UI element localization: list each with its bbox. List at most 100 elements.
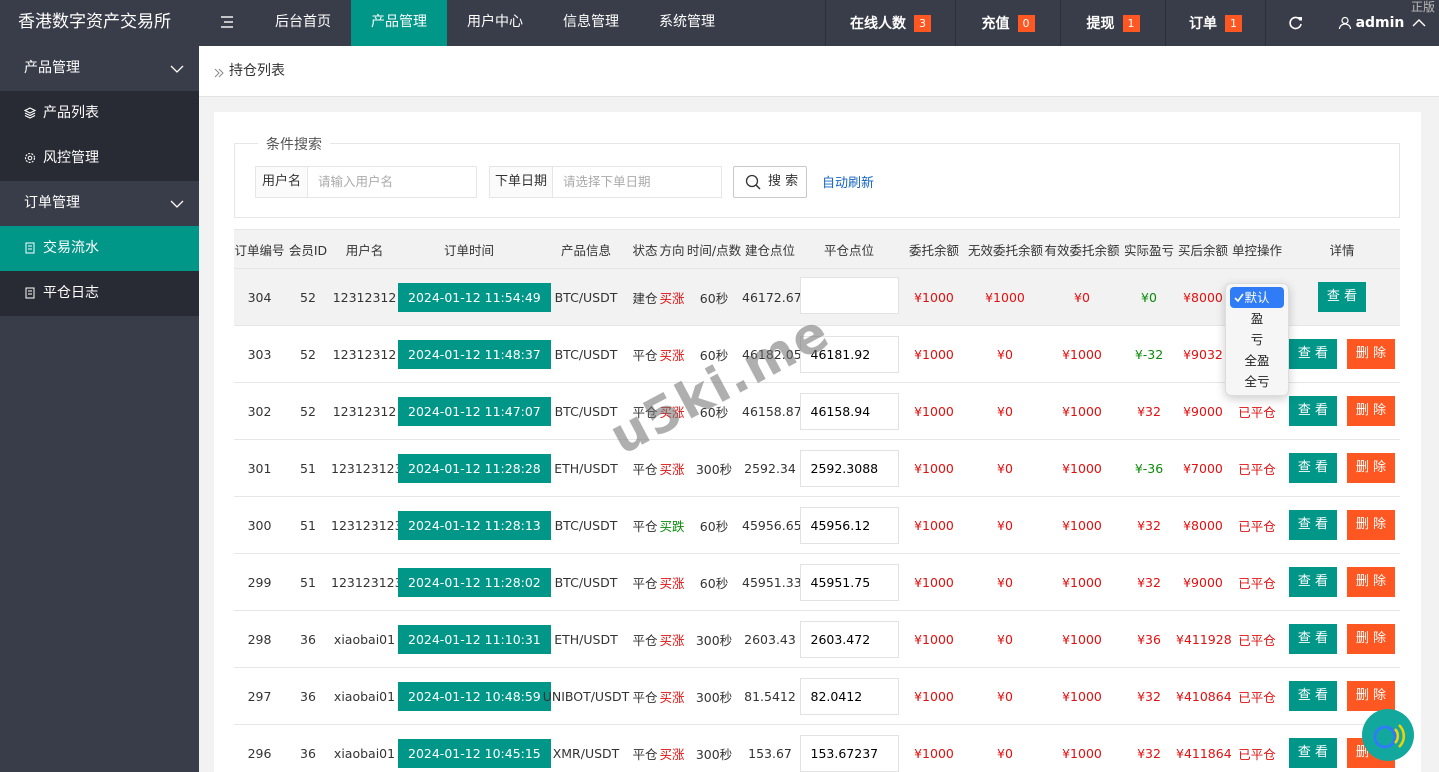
cell-invalid: ¥0	[968, 553, 1042, 611]
sidebar-icon	[25, 242, 35, 254]
view-button[interactable]: 查 看	[1289, 510, 1337, 540]
close-price-input[interactable]: 45956.12	[799, 506, 899, 544]
sidebar-group[interactable]: 订单管理	[0, 181, 199, 226]
close-price-input[interactable]: 2592.3088	[799, 449, 899, 487]
close-price-input[interactable]: 45951.75	[799, 563, 899, 601]
cell-text: ¥32	[1137, 745, 1161, 761]
user-menu[interactable]: admin	[1325, 0, 1439, 46]
cell-text: UNIBOT/USDT	[542, 688, 630, 704]
delete-button[interactable]: 删 除	[1347, 396, 1395, 426]
control-dropdown[interactable]: 默认盈亏全盈 全亏	[1225, 283, 1289, 396]
sidebar-item[interactable]: 产品列表	[0, 91, 199, 136]
cell-text: ¥410864	[1176, 688, 1232, 704]
sidebar-item[interactable]: 风控管理	[0, 136, 199, 181]
delete-button[interactable]: 删 除	[1347, 624, 1395, 654]
cell-control: 已平仓	[1230, 724, 1284, 772]
cell-member-id: 52	[285, 268, 331, 326]
dropdown-option[interactable]: 全亏	[1230, 371, 1284, 392]
cell-actions: 查 看删 除	[1284, 553, 1400, 611]
cell-member-id: 52	[285, 382, 331, 440]
cell-text: 平仓	[632, 518, 658, 534]
order-time: 2024-01-12 10:45:15	[398, 738, 551, 768]
delete-button[interactable]: 删 除	[1347, 339, 1395, 369]
refresh-button[interactable]	[1265, 0, 1325, 46]
cell-close: 46158.94	[798, 382, 900, 440]
view-button[interactable]: 查 看	[1289, 567, 1337, 597]
floating-button[interactable]	[1361, 708, 1416, 763]
field-label: 用户名	[255, 166, 308, 198]
cell-text: 303	[247, 346, 272, 362]
nav-item[interactable]: 信息管理	[563, 14, 619, 30]
dropdown-option[interactable]: 默认	[1230, 287, 1284, 308]
view-button[interactable]: 查 看	[1289, 453, 1337, 483]
cell-text: ¥1000	[1062, 517, 1102, 533]
close-price-input[interactable]: 46158.94	[799, 392, 899, 430]
delete-button[interactable]: 删 除	[1347, 567, 1395, 597]
view-button[interactable]: 查 看	[1318, 282, 1366, 312]
close-price-input[interactable]: 82.0412	[799, 677, 899, 715]
dropdown-option[interactable]: 全盈	[1230, 350, 1284, 371]
view-button[interactable]: 查 看	[1289, 624, 1337, 654]
cell-text: 60秒	[699, 518, 729, 534]
breadcrumb: 持仓列表	[199, 46, 1439, 97]
cell-time: 2024-01-12 11:10:31	[398, 610, 551, 668]
view-button[interactable]: 查 看	[1289, 681, 1337, 711]
menu-toggle[interactable]	[199, 0, 255, 46]
cell-text: ¥0	[997, 460, 1013, 476]
close-price-input[interactable]: 2603.472	[799, 620, 899, 658]
delete-button[interactable]: 删 除	[1347, 510, 1395, 540]
nav-item[interactable]: 产品管理	[351, 0, 447, 46]
cell-text: ¥1000	[985, 289, 1025, 305]
cell-text: 平仓	[632, 689, 658, 705]
cell-amount: ¥1000	[900, 325, 968, 383]
cell-valid: ¥0	[1042, 268, 1122, 326]
stat-item[interactable]: 订单 1	[1165, 0, 1265, 46]
search-button[interactable]: 搜 索	[733, 166, 807, 198]
stat-item[interactable]: 提现 1	[1060, 0, 1165, 46]
cell-member-id: 52	[285, 325, 331, 383]
cell-amount: ¥1000	[900, 610, 968, 668]
cell-control: 已平仓	[1230, 610, 1284, 668]
cell-text: 46172.67	[742, 289, 802, 305]
search-button-text: 搜 索	[768, 174, 799, 189]
view-button[interactable]: 查 看	[1289, 738, 1337, 768]
delete-button[interactable]: 删 除	[1347, 453, 1395, 483]
logo[interactable]: 香港数字资产交易所	[18, 12, 171, 32]
cell-amount: ¥1000	[900, 724, 968, 772]
cell-duration: 60秒	[686, 553, 742, 611]
stat-badge: 1	[1122, 14, 1140, 32]
cell-status: 平仓	[632, 496, 658, 554]
view-button[interactable]: 查 看	[1289, 396, 1337, 426]
cell-text: 12312312	[332, 403, 397, 419]
cell-id: 297	[234, 667, 285, 725]
field-input[interactable]: 请输入用户名	[308, 166, 477, 198]
sidebar-item[interactable]: 平仓日志	[0, 271, 199, 316]
close-price-input[interactable]: 46181.92	[799, 335, 899, 373]
cell-pnl: ¥-36	[1122, 439, 1176, 497]
delete-button[interactable]: 删 除	[1347, 681, 1395, 711]
cell-control: 已平仓	[1230, 553, 1284, 611]
view-button[interactable]: 查 看	[1289, 339, 1337, 369]
cell-text: 2592.34	[744, 460, 796, 476]
stat-item[interactable]: 在线人数 3	[825, 0, 955, 46]
nav-item[interactable]: 用户中心	[467, 14, 523, 30]
close-price-input[interactable]: 153.67237	[799, 734, 899, 772]
cell-text: ¥0	[1074, 289, 1090, 305]
cell-id: 304	[234, 268, 285, 326]
cell-text: 买涨	[659, 632, 685, 648]
sidebar-item-text: 平仓日志	[43, 285, 99, 301]
dropdown-option[interactable]: 亏	[1230, 329, 1284, 350]
cell-actions: 查 看删 除	[1284, 496, 1400, 554]
dropdown-option[interactable]: 盈	[1230, 308, 1284, 329]
nav-item[interactable]: 系统管理	[659, 14, 715, 30]
sidebar-item[interactable]: 交易流水	[0, 226, 199, 271]
field-input[interactable]: 请选择下单日期	[553, 166, 722, 198]
sidebar-group[interactable]: 产品管理	[0, 46, 199, 91]
auto-refresh-link[interactable]: 自动刷新	[822, 176, 875, 191]
stat-item[interactable]: 充值 0	[955, 0, 1060, 46]
cell-text: 买涨	[659, 575, 685, 591]
nav-item[interactable]: 后台首页	[275, 14, 331, 30]
close-price-input[interactable]	[799, 277, 899, 314]
cell-duration: 60秒	[686, 382, 742, 440]
cell-invalid: ¥0	[968, 382, 1042, 440]
